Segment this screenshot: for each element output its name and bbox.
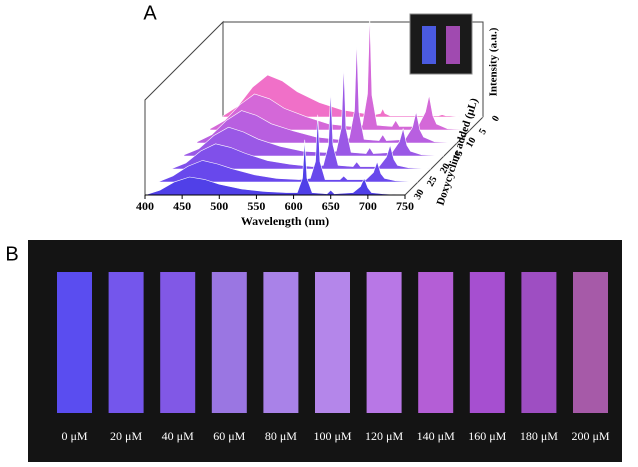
strip-label: 100 μM — [313, 429, 351, 443]
strip — [366, 272, 402, 413]
spectrum — [222, 74, 483, 118]
x-tick-label: 550 — [247, 199, 265, 213]
strip-photo: 0 μM 20 μM 40 μM 60 μM 80 μM 100 μM 120 μM 140 … — [57, 272, 610, 443]
strip-label: 200 μM — [571, 429, 609, 443]
x-tick-label: 700 — [359, 199, 377, 213]
strip — [573, 272, 608, 413]
z-tick-label: 10 — [464, 135, 479, 149]
x-tick-label: 450 — [173, 199, 191, 213]
z-tick-label: 0 — [490, 114, 502, 124]
z-tick-label: 5 — [477, 127, 489, 137]
strip — [57, 272, 92, 413]
inset-frame — [409, 13, 473, 75]
z-tick-label: 25 — [425, 174, 440, 188]
strip-label: 40 μM — [162, 429, 194, 443]
strip-label: 20 μM — [110, 429, 142, 443]
strip — [108, 272, 144, 413]
panel-label: A — [143, 2, 157, 24]
spectrum — [157, 114, 419, 183]
box-edge — [223, 21, 484, 117]
strip — [469, 272, 505, 413]
z-axis-title: Doxycycline added (μL) — [435, 96, 481, 207]
strip — [521, 272, 557, 413]
x-tick-label: 400 — [136, 199, 154, 213]
strip — [418, 272, 454, 413]
x-tick-label: 500 — [210, 199, 228, 213]
z-tick-label: 30 — [412, 187, 427, 201]
x-tick-label: 600 — [285, 199, 303, 213]
strip-label: 180 μM — [520, 429, 558, 443]
strip-label: 120 μM — [365, 429, 403, 443]
z-tick-label: 20 — [438, 161, 453, 175]
strip-label: 60 μM — [213, 429, 245, 443]
strip-label: 0 μM — [61, 429, 87, 443]
strip-label: 160 μM — [468, 429, 506, 443]
box-edge — [144, 20, 224, 195]
strip — [211, 272, 247, 413]
spectrum — [144, 139, 406, 196]
z-tick-label: 15 — [451, 148, 466, 162]
x-tick-label: 750 — [396, 199, 414, 213]
strip — [263, 272, 299, 413]
y-axis-title: Intensity (a.u.) — [488, 27, 500, 96]
strip-label: 80 μM — [265, 429, 297, 443]
inset-photo — [409, 13, 473, 75]
strip-label: 140 μM — [417, 429, 455, 443]
spectrum — [170, 89, 432, 170]
panel-label: B — [5, 243, 18, 265]
inset-strip — [422, 26, 436, 64]
strip — [315, 272, 350, 413]
inset-strip — [446, 26, 460, 64]
x-tick-label: 650 — [322, 199, 340, 213]
strip — [160, 272, 196, 413]
x-axis-title: Wavelength (nm) — [241, 214, 329, 228]
